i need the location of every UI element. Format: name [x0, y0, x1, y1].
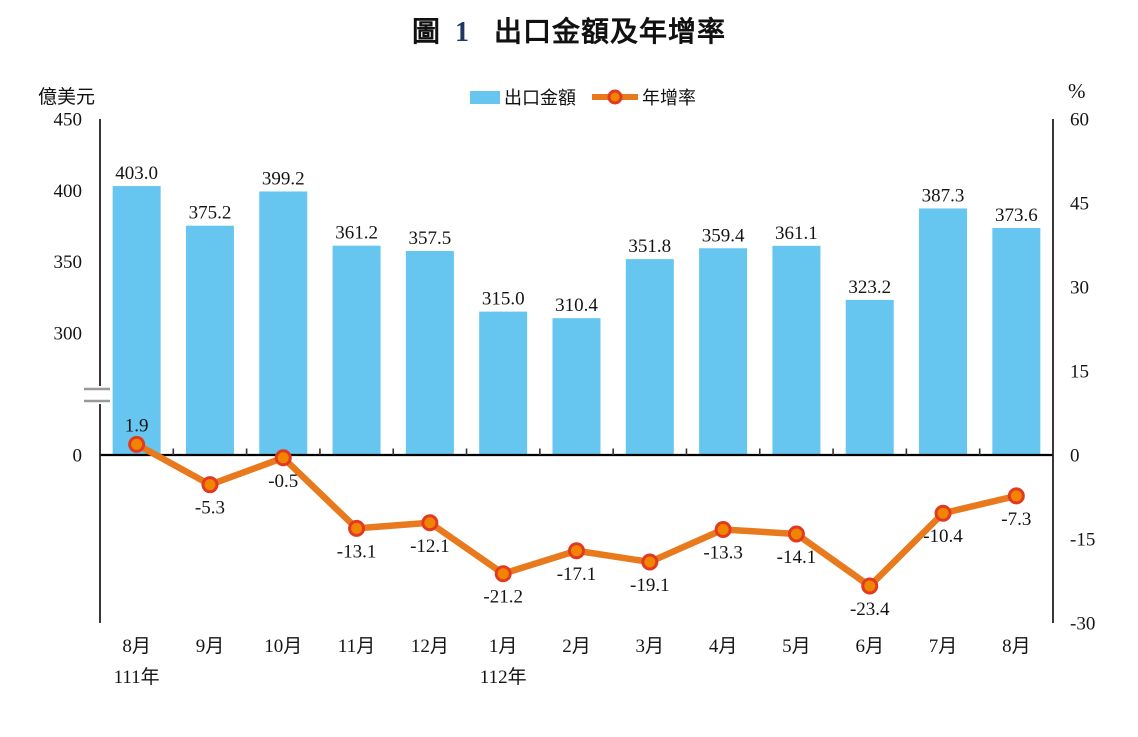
legend-bar-label: 出口金額 — [504, 88, 576, 108]
right-axis-tick-label: -30 — [1070, 614, 1095, 635]
line-value-label: -19.1 — [630, 575, 670, 596]
bar-series-swatch-icon — [470, 90, 500, 104]
bar — [919, 208, 968, 455]
bar — [405, 250, 454, 455]
line-value-label: 1.9 — [125, 415, 149, 436]
x-axis-month-label: 12月 — [411, 636, 449, 657]
bar-value-label: 351.8 — [628, 236, 671, 257]
line-value-label: -17.1 — [557, 564, 597, 585]
line-marker — [714, 520, 732, 538]
bar — [332, 245, 381, 455]
bar — [625, 259, 674, 455]
bar-value-label: 387.3 — [922, 185, 965, 206]
x-axis-month-label: 2月 — [562, 636, 591, 657]
line-marker — [1007, 487, 1025, 505]
figure-number: 1 — [455, 17, 470, 48]
x-axis-month-label: 10月 — [264, 636, 302, 657]
line-marker — [641, 553, 659, 571]
line-value-label: -7.3 — [1001, 509, 1031, 530]
line-value-label: -12.1 — [410, 536, 450, 557]
bar-value-label: 310.4 — [555, 295, 598, 316]
bar-value-label: 375.2 — [189, 203, 232, 224]
legend-item-export-value: 出口金額 — [470, 84, 576, 110]
line-marker — [274, 449, 292, 467]
line-marker — [421, 514, 439, 532]
line-value-label: -10.4 — [923, 526, 963, 547]
chart-title: 圖 1 出口金額及年增率 — [0, 10, 1138, 50]
left-axis-tick-label: 300 — [54, 324, 83, 345]
bar-value-label: 361.1 — [775, 223, 818, 244]
bar — [845, 299, 894, 455]
right-axis-tick-label: 60 — [1070, 110, 1089, 131]
line-marker — [494, 565, 512, 583]
line-value-label: -13.1 — [337, 541, 377, 562]
bar — [259, 191, 308, 455]
bar — [112, 186, 161, 455]
bar — [479, 311, 528, 455]
x-axis-month-label: 4月 — [709, 636, 738, 657]
bar — [772, 245, 821, 455]
bar — [699, 248, 748, 455]
x-axis-month-label: 9月 — [196, 636, 225, 657]
line-marker — [128, 435, 146, 453]
bar-value-label: 315.0 — [482, 289, 525, 310]
bar-value-label: 403.0 — [115, 163, 158, 184]
right-axis-tick-label: 45 — [1070, 194, 1089, 215]
line-series-marker-icon — [592, 89, 638, 105]
legend-line-label: 年增率 — [642, 88, 696, 108]
bar-value-label: 323.2 — [848, 277, 891, 298]
x-axis-month-label: 1月 — [489, 636, 518, 657]
left-axis-unit-label: 億美元 — [38, 87, 96, 108]
bar — [552, 318, 601, 455]
line-marker — [201, 476, 219, 494]
bar-value-label: 399.2 — [262, 168, 305, 189]
bar-value-label: 361.2 — [335, 223, 378, 244]
line-value-label: -23.4 — [850, 599, 890, 620]
x-axis-month-label: 7月 — [929, 636, 958, 657]
left-axis-tick-label: 350 — [54, 252, 83, 273]
line-value-label: -14.1 — [777, 547, 817, 568]
line-marker — [348, 519, 366, 537]
bar-value-label: 373.6 — [995, 205, 1038, 226]
right-axis-tick-label: -15 — [1070, 530, 1095, 551]
x-axis-month-label: 8月 — [122, 636, 151, 657]
bar — [185, 225, 234, 455]
legend-item-growth-rate: 年增率 — [592, 84, 696, 110]
line-marker — [861, 577, 879, 595]
x-axis-month-label: 3月 — [636, 636, 665, 657]
x-axis-month-label: 11月 — [338, 636, 375, 657]
line-value-label: -21.2 — [483, 587, 523, 608]
x-axis-month-label: 8月 — [1002, 636, 1031, 657]
chart-legend: 出口金額 年增率 — [14, 84, 1138, 110]
right-axis-tick-label: 0 — [1070, 446, 1080, 467]
left-axis-tick-label: 450 — [54, 110, 83, 131]
line-marker — [787, 525, 805, 543]
figure-title-text: 出口金額及年增率 — [494, 17, 727, 48]
x-axis-month-label: 5月 — [782, 636, 811, 657]
bar-value-label: 357.5 — [409, 228, 452, 249]
line-marker — [568, 542, 585, 560]
x-axis-year-label: 111年 — [114, 666, 160, 688]
line-value-label: -5.3 — [195, 498, 225, 519]
bar-value-label: 359.4 — [702, 225, 745, 246]
right-axis-tick-label: 30 — [1070, 278, 1089, 299]
left-axis-tick-label: 0 — [73, 446, 83, 467]
line-value-label: -13.3 — [703, 542, 743, 563]
bar — [992, 227, 1041, 455]
right-axis-tick-label: 15 — [1070, 362, 1089, 383]
x-axis-month-label: 6月 — [855, 636, 884, 657]
x-axis-year-label: 112年 — [480, 666, 527, 688]
line-value-label: -0.5 — [268, 471, 298, 492]
right-axis-unit-label: % — [1068, 79, 1086, 103]
line-marker — [934, 504, 952, 522]
figure-label: 圖 — [411, 17, 441, 48]
left-axis-tick-label: 400 — [54, 181, 83, 202]
